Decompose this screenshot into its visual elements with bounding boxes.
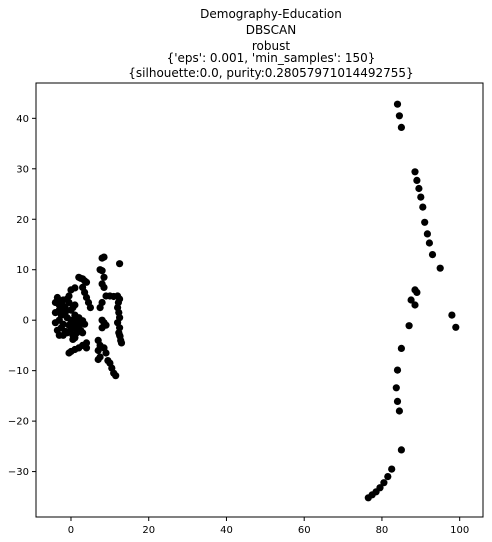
scatter-point [65,292,73,300]
scatter-point [98,324,106,332]
scatter-point [86,304,94,312]
scatter-point [395,112,403,120]
scatter-point [428,251,437,259]
scatter-point [411,301,419,309]
y-tick-label: 30 [16,164,29,175]
scatter-point [51,298,60,307]
scatter-point [393,100,402,108]
scatter-point [65,349,73,357]
scatter-point [94,355,102,364]
chart-title: Demography-Education DBSCAN robust {'eps… [128,7,413,80]
y-tick-label: 0 [23,316,29,327]
scatter-point [82,339,91,347]
scatter-point [82,278,91,286]
scatter-point [81,320,89,328]
x-axis-ticks: 0 20 40 60 80 100 [68,517,469,536]
y-tick-label: 40 [16,114,29,125]
scatter-point [397,344,405,352]
scatter-point [116,260,124,268]
scatter-point [69,335,77,343]
scatter-point [436,264,444,272]
title-line-4: {'eps': 0.001, 'min_samples': 150} [167,51,376,65]
scatter-points [51,100,460,502]
title-line-2: DBSCAN [246,23,296,37]
scatter-point [423,230,431,238]
scatter-point [71,284,79,292]
scatter-point [425,239,433,247]
y-tick-label: 20 [16,215,29,226]
title-line-1: Demography-Education [200,7,342,21]
scatter-point [448,311,456,319]
scatter-point [100,273,108,281]
y-tick-label: −20 [8,417,29,428]
x-tick-label: 80 [376,525,389,536]
scatter-point [393,366,402,374]
title-line-3: robust [252,39,290,53]
scatter-point [411,168,419,176]
scatter-point [61,309,69,317]
scatter-point [415,184,423,193]
scatter-point [117,339,126,347]
scatter-point [421,218,429,226]
scatter-point [405,322,413,330]
scatter-point [384,473,392,481]
scatter-point [388,465,396,473]
scatter-point [417,193,425,201]
scatter-point [94,346,102,355]
scatter-point [364,494,372,502]
scatter-point [411,286,419,294]
scatter-point [82,344,91,352]
scatter-point [100,253,108,261]
scatter-point [413,176,421,184]
x-tick-label: 20 [142,525,155,536]
scatter-point [380,479,388,487]
scatter-point [57,298,65,307]
scatter-point [98,267,106,275]
scatter-point [65,298,73,307]
scatter-point [69,304,77,312]
x-tick-label: 0 [68,525,74,536]
scatter-point [116,331,124,339]
scatter-point [452,323,460,331]
y-axis-ticks: −30 −20 −10 0 10 20 30 40 [8,114,36,478]
title-line-5: {silhouette:0.0, purity:0.28057971014492… [128,66,413,80]
scatter-point [393,397,402,405]
scatter-point [102,349,110,357]
x-tick-label: 40 [220,525,233,536]
scatter-point [395,407,403,415]
scatter-point [397,123,405,131]
scatter-point [100,283,108,291]
scatter-point [419,203,427,211]
y-tick-label: −30 [8,467,29,478]
scatter-point [112,372,120,380]
scatter-point [79,329,87,337]
y-tick-label: 10 [16,265,29,276]
plot-frame [35,82,484,518]
x-tick-label: 60 [298,525,311,536]
scatter-point [407,296,415,304]
scatter-point [96,304,104,312]
scatter-point [397,446,405,454]
y-tick-label: −10 [8,366,29,377]
x-tick-label: 100 [450,525,469,536]
scatter-point [392,384,400,392]
